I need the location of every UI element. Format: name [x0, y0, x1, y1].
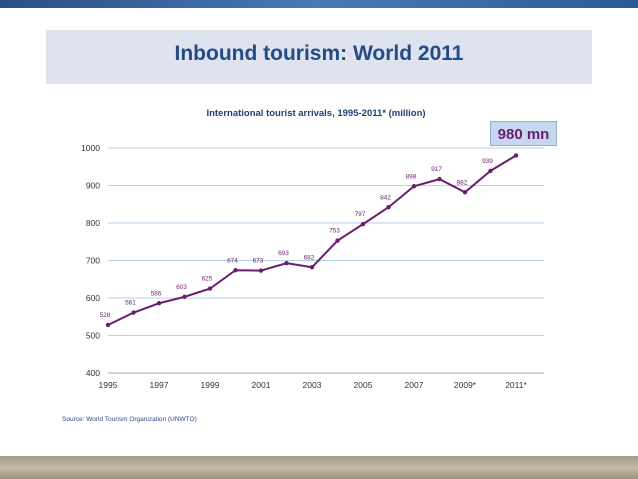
data-point — [386, 205, 391, 210]
data-point — [258, 268, 264, 273]
data-label: 603 — [176, 284, 187, 291]
data-point — [437, 176, 442, 182]
data-point — [462, 190, 468, 195]
data-point — [284, 260, 289, 266]
x-tick-label: 2005 — [354, 380, 373, 390]
series-line — [107, 154, 517, 326]
data-label: 528 — [100, 312, 111, 319]
callout-badge: 980 mn — [490, 121, 557, 146]
data-label: 898 — [406, 173, 417, 180]
data-label: 674 — [227, 257, 238, 264]
x-tick-label: 2011* — [505, 380, 527, 390]
data-point — [335, 238, 340, 243]
data-label: 882 — [457, 179, 468, 186]
data-point — [360, 221, 366, 227]
source-note: Source: World Tourism Organization (UNWT… — [62, 416, 197, 423]
slide-title: Inbound tourism: World 2011 — [174, 42, 464, 65]
y-tick-label: 600 — [86, 293, 100, 303]
x-tick-label: 1999 — [201, 380, 220, 390]
data-label: 561 — [125, 300, 136, 307]
y-tick-label: 500 — [86, 331, 100, 341]
data-point — [131, 310, 136, 315]
data-point — [411, 184, 417, 189]
data-point — [488, 168, 493, 174]
x-tick-label: 2009* — [454, 380, 477, 390]
data-point — [513, 153, 519, 158]
data-point — [233, 268, 238, 273]
data-point — [105, 322, 111, 328]
y-tick-label: 1000 — [81, 143, 100, 153]
x-tick-label: 2001 — [252, 380, 271, 390]
data-label: 586 — [151, 290, 162, 297]
data-label: 842 — [380, 194, 391, 201]
data-label: 673 — [253, 258, 264, 265]
data-label: 797 — [355, 211, 366, 218]
data-label: 682 — [304, 254, 315, 261]
slide: Inbound tourism: World 2011 — [46, 30, 592, 438]
y-tick-label: 400 — [86, 368, 100, 378]
title-band: Inbound tourism: World 2011 — [46, 30, 592, 84]
data-label: 939 — [482, 158, 493, 165]
y-tick-label: 700 — [86, 256, 100, 266]
x-tick-label: 1995 — [99, 380, 118, 390]
data-point — [182, 294, 187, 300]
chart-title: International tourist arrivals, 1995-201… — [206, 108, 425, 119]
x-tick-label: 2007 — [405, 380, 424, 390]
x-tick-label: 2003 — [303, 380, 322, 390]
line-chart: International tourist arrivals, 1995-201… — [81, 108, 544, 390]
data-point — [309, 265, 315, 270]
y-tick-label: 800 — [86, 218, 100, 228]
data-point — [156, 301, 162, 306]
data-label: 625 — [202, 276, 213, 283]
chart-panel — [76, 92, 562, 382]
data-label: 917 — [431, 166, 442, 173]
bottom-decor-strip — [0, 456, 638, 479]
data-label: 753 — [329, 228, 340, 235]
y-tick-label: 900 — [86, 181, 100, 191]
data-point — [207, 286, 213, 291]
top-decor-strip — [0, 0, 638, 8]
data-label: 693 — [278, 250, 289, 257]
x-tick-label: 1997 — [150, 380, 169, 390]
